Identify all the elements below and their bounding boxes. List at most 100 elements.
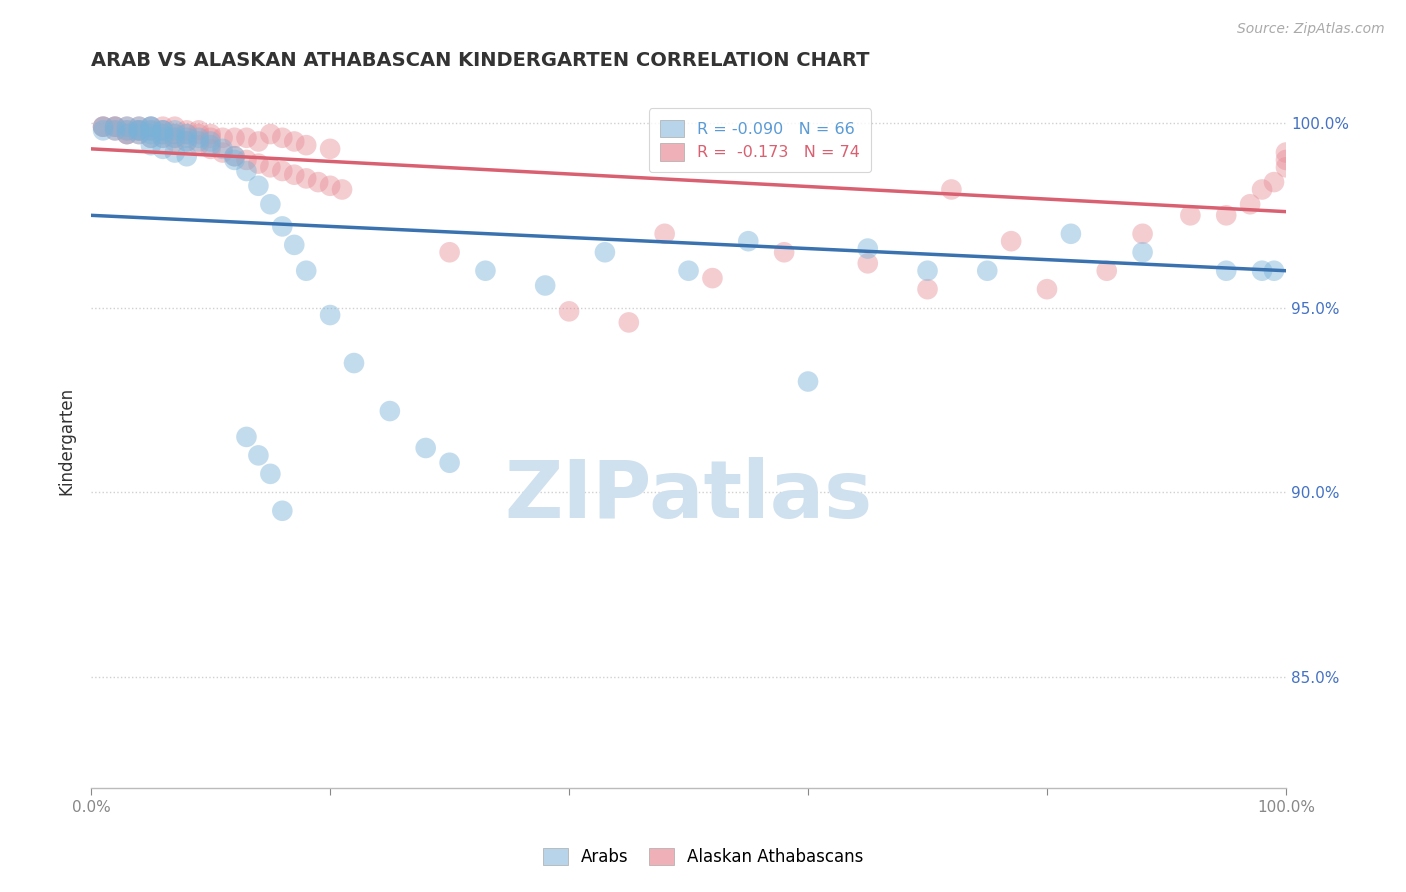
- Point: [737, 234, 759, 248]
- Point: [1036, 282, 1059, 296]
- Point: [271, 504, 294, 518]
- Point: [235, 430, 257, 444]
- Point: [152, 142, 174, 156]
- Point: [176, 127, 198, 141]
- Point: [115, 120, 138, 134]
- Point: [1180, 208, 1202, 222]
- Point: [1251, 264, 1274, 278]
- Point: [558, 304, 581, 318]
- Point: [271, 164, 294, 178]
- Point: [163, 127, 186, 141]
- Point: [139, 130, 162, 145]
- Point: [474, 264, 496, 278]
- Point: [259, 467, 281, 481]
- Point: [211, 142, 233, 156]
- Point: [343, 356, 366, 370]
- Point: [283, 168, 305, 182]
- Point: [415, 441, 437, 455]
- Point: [139, 123, 162, 137]
- Point: [163, 123, 186, 137]
- Point: [295, 138, 318, 153]
- Point: [235, 153, 257, 167]
- Text: ZIPatlas: ZIPatlas: [505, 457, 873, 535]
- Point: [187, 135, 209, 149]
- Point: [200, 130, 222, 145]
- Point: [235, 130, 257, 145]
- Point: [224, 149, 246, 163]
- Point: [1095, 264, 1118, 278]
- Point: [139, 130, 162, 145]
- Point: [176, 149, 198, 163]
- Point: [773, 245, 796, 260]
- Text: ARAB VS ALASKAN ATHABASCAN KINDERGARTEN CORRELATION CHART: ARAB VS ALASKAN ATHABASCAN KINDERGARTEN …: [91, 51, 870, 70]
- Point: [678, 264, 700, 278]
- Point: [104, 123, 127, 137]
- Point: [247, 449, 270, 463]
- Y-axis label: Kindergarten: Kindergarten: [58, 386, 75, 495]
- Point: [91, 123, 114, 137]
- Point: [115, 123, 138, 137]
- Point: [1215, 264, 1237, 278]
- Point: [439, 456, 461, 470]
- Point: [115, 127, 138, 141]
- Point: [259, 127, 281, 141]
- Point: [224, 153, 246, 167]
- Point: [128, 120, 150, 134]
- Point: [163, 130, 186, 145]
- Point: [271, 219, 294, 234]
- Point: [128, 127, 150, 141]
- Point: [176, 135, 198, 149]
- Point: [330, 182, 353, 196]
- Point: [163, 135, 186, 149]
- Point: [176, 130, 198, 145]
- Point: [797, 375, 820, 389]
- Point: [319, 308, 342, 322]
- Point: [917, 264, 939, 278]
- Point: [176, 123, 198, 137]
- Text: Source: ZipAtlas.com: Source: ZipAtlas.com: [1237, 22, 1385, 37]
- Point: [941, 182, 963, 196]
- Point: [247, 156, 270, 170]
- Point: [534, 278, 557, 293]
- Point: [163, 130, 186, 145]
- Point: [152, 123, 174, 137]
- Point: [1060, 227, 1083, 241]
- Point: [139, 123, 162, 137]
- Point: [283, 238, 305, 252]
- Point: [91, 120, 114, 134]
- Point: [271, 130, 294, 145]
- Point: [224, 149, 246, 163]
- Point: [617, 315, 640, 329]
- Point: [91, 120, 114, 134]
- Point: [1251, 182, 1274, 196]
- Point: [654, 227, 676, 241]
- Point: [128, 127, 150, 141]
- Point: [378, 404, 401, 418]
- Point: [1132, 227, 1154, 241]
- Point: [152, 123, 174, 137]
- Point: [152, 127, 174, 141]
- Point: [224, 130, 246, 145]
- Point: [1263, 175, 1285, 189]
- Point: [128, 120, 150, 134]
- Point: [200, 142, 222, 156]
- Point: [247, 178, 270, 193]
- Point: [152, 123, 174, 137]
- Point: [152, 130, 174, 145]
- Point: [115, 127, 138, 141]
- Point: [152, 127, 174, 141]
- Point: [1275, 145, 1298, 160]
- Point: [917, 282, 939, 296]
- Point: [593, 245, 616, 260]
- Point: [283, 135, 305, 149]
- Point: [1275, 161, 1298, 175]
- Point: [702, 271, 724, 285]
- Point: [104, 120, 127, 134]
- Point: [200, 138, 222, 153]
- Point: [128, 123, 150, 137]
- Point: [200, 135, 222, 149]
- Point: [104, 120, 127, 134]
- Legend: R = -0.090   N = 66, R =  -0.173   N = 74: R = -0.090 N = 66, R = -0.173 N = 74: [650, 109, 872, 172]
- Point: [1215, 208, 1237, 222]
- Point: [187, 123, 209, 137]
